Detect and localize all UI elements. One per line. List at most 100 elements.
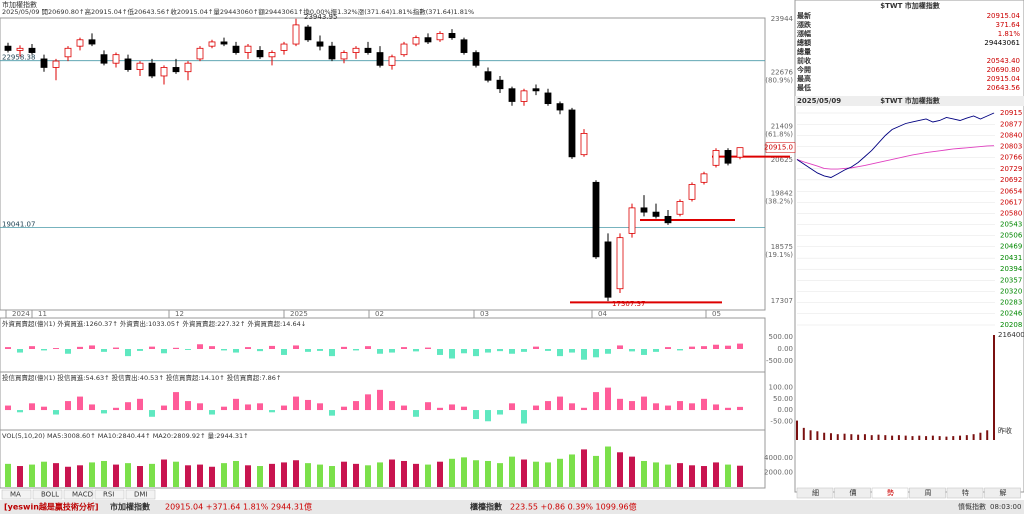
y-tick-label: 20915 xyxy=(1000,109,1022,117)
candle-body xyxy=(292,24,300,45)
candle-body xyxy=(340,52,348,60)
foreign-bar xyxy=(245,347,251,349)
trust-bar xyxy=(401,405,407,411)
y-tick-label: 20692 xyxy=(1000,176,1022,184)
y-tick-label: 20431 xyxy=(1000,254,1022,262)
trust-bar xyxy=(305,399,311,411)
candle-body xyxy=(280,43,288,51)
y-tick-label: 500.00 xyxy=(769,333,794,341)
foreign-bar xyxy=(53,348,59,349)
y-tick-label: 19842 xyxy=(771,189,793,197)
foreign-bar xyxy=(569,349,575,353)
volume-bar xyxy=(293,460,299,487)
candle-body xyxy=(508,88,516,102)
volume-bar xyxy=(497,463,503,487)
volume-bar xyxy=(737,465,743,487)
status-index1-name: 市加權指數 xyxy=(110,502,150,512)
candle-body xyxy=(568,109,576,158)
y-tick-label: 20580 xyxy=(1000,209,1022,217)
indicator-tab-label[interactable]: MACD xyxy=(72,491,93,499)
indicator-tab-label[interactable]: MA xyxy=(10,491,21,499)
side-tab-label[interactable]: 特 xyxy=(962,488,969,497)
intraday-date: 2025/05/09 xyxy=(797,97,841,105)
foreign-bar xyxy=(521,349,527,352)
foreign-bar xyxy=(17,349,23,353)
indicator-tab[interactable] xyxy=(94,489,125,500)
trust-bar xyxy=(545,401,551,411)
indicator-tab[interactable] xyxy=(1,489,32,500)
trust-bar xyxy=(281,405,287,411)
foreign-bar xyxy=(101,349,107,352)
side-tab[interactable] xyxy=(909,487,946,499)
foreign-bar xyxy=(329,349,335,357)
foreign-bar xyxy=(161,349,167,354)
trust-bar xyxy=(245,404,251,411)
indicator-tab[interactable] xyxy=(63,489,94,500)
candle-body xyxy=(256,50,264,58)
status-index2: 223.55 +0.86 0.39% 1099.96億 xyxy=(510,502,637,512)
indicator-tab-label[interactable]: BOLL xyxy=(41,491,59,499)
candle-body xyxy=(604,241,612,298)
trust-bar xyxy=(593,392,599,411)
volume-bar xyxy=(401,460,407,487)
volume-bar xyxy=(17,466,23,487)
trust-bar xyxy=(113,407,119,411)
x-tick-label: 03 xyxy=(480,310,489,318)
trust-bar xyxy=(461,406,467,411)
volume-bar xyxy=(113,464,119,487)
volume-bar xyxy=(269,463,275,487)
side-tab-label[interactable]: 勢 xyxy=(887,488,894,497)
side-tab[interactable] xyxy=(946,487,984,499)
foreign-bar xyxy=(353,349,359,351)
foreign-bar xyxy=(5,347,11,349)
foreign-bar xyxy=(113,347,119,349)
trust-bar xyxy=(185,401,191,411)
candle-body xyxy=(304,26,312,41)
trust-bar xyxy=(641,396,647,411)
y-tick-label: 20803 xyxy=(1000,143,1022,151)
side-tab-label[interactable]: 細 xyxy=(812,488,819,497)
side-tab-label[interactable]: 周 xyxy=(925,489,932,497)
volume-bar xyxy=(29,464,35,487)
candle-body xyxy=(364,47,372,53)
indicator-tab-label[interactable]: RSI xyxy=(103,491,114,499)
candle-body xyxy=(352,47,360,53)
status-brand[interactable]: [yeswin越是贏技術分析] xyxy=(4,502,99,512)
volume-bar xyxy=(713,462,719,487)
quote-key: 前收 xyxy=(797,56,812,65)
foreign-bar xyxy=(185,349,191,350)
side-tab[interactable] xyxy=(984,487,1021,499)
y-tick-label: 100.00 xyxy=(769,384,794,392)
trust-bar xyxy=(389,401,395,411)
volume-bar xyxy=(77,465,83,487)
foreign-bar xyxy=(701,346,707,349)
trust-bar xyxy=(65,401,71,411)
quote-value: 1.81% xyxy=(998,30,1021,38)
candle-body xyxy=(148,62,156,77)
foreign-bar xyxy=(149,346,155,349)
candle-body xyxy=(184,62,192,73)
side-tab[interactable] xyxy=(796,487,834,499)
trust-bar xyxy=(221,406,227,411)
y-tick-label: 20877 xyxy=(1000,120,1022,128)
indicator-tab-label[interactable]: DMI xyxy=(134,491,148,499)
side-tab-label[interactable]: 價 xyxy=(850,488,857,497)
x-tick-label: 2025 xyxy=(290,310,308,318)
volume-label: VOL(5,10,20) MA5:3008.60↑ MA10:2840.44↑ … xyxy=(2,432,249,440)
candle-body xyxy=(580,133,588,156)
side-tab-label[interactable]: 解 xyxy=(1000,488,1007,497)
status-time: 08:03:00 xyxy=(990,503,1021,511)
side-tab[interactable] xyxy=(834,487,871,499)
volume-bar xyxy=(485,460,491,487)
trust-bar xyxy=(521,410,527,424)
foreign-bar xyxy=(605,349,611,354)
indicator-tab[interactable] xyxy=(125,489,156,500)
foreign-bar xyxy=(341,346,347,349)
average-line xyxy=(796,145,995,170)
trust-bar xyxy=(197,403,203,411)
foreign-bar xyxy=(449,349,455,359)
side-tab[interactable] xyxy=(871,487,909,499)
indicator-tab[interactable] xyxy=(32,489,63,500)
volume-bar xyxy=(65,466,71,487)
candle-body xyxy=(160,67,168,77)
